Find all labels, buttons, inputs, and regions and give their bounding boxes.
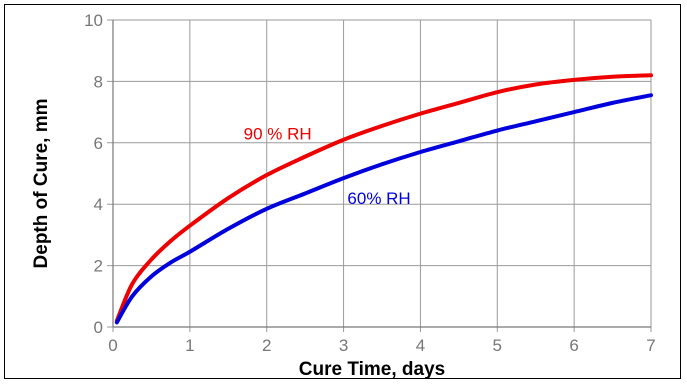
tick-labels: 0 1 2 3 4 5 6 7 0 2 4 6 8 10 90 % RH 60% RH bbox=[84, 11, 656, 355]
series-label-90-rh: 90 % RH bbox=[244, 125, 312, 144]
x-tick-label: 7 bbox=[646, 336, 655, 355]
y-tick-label: 4 bbox=[94, 195, 103, 214]
x-tick-label: 6 bbox=[569, 336, 578, 355]
y-tick-label: 10 bbox=[84, 11, 103, 30]
grid bbox=[107, 19, 652, 332]
series-label-60-rh: 60% RH bbox=[347, 189, 410, 208]
x-axis-title: Cure Time, days bbox=[299, 359, 445, 380]
series-layer bbox=[114, 73, 653, 325]
x-tick-label: 0 bbox=[108, 336, 117, 355]
x-tick-label: 5 bbox=[493, 336, 502, 355]
y-axis-title: Depth of Cure, mm bbox=[31, 99, 52, 269]
x-tick-label: 3 bbox=[339, 336, 348, 355]
y-tick-label: 0 bbox=[94, 318, 103, 337]
y-tick-label: 8 bbox=[94, 72, 103, 91]
y-tick-label: 2 bbox=[94, 257, 103, 276]
series-line-90-rh bbox=[114, 73, 653, 323]
x-tick-label: 2 bbox=[262, 336, 271, 355]
x-tick-label: 1 bbox=[185, 336, 194, 355]
x-tick-label: 4 bbox=[416, 336, 425, 355]
y-tick-label: 6 bbox=[94, 134, 103, 153]
series-line-60-rh bbox=[114, 93, 653, 325]
